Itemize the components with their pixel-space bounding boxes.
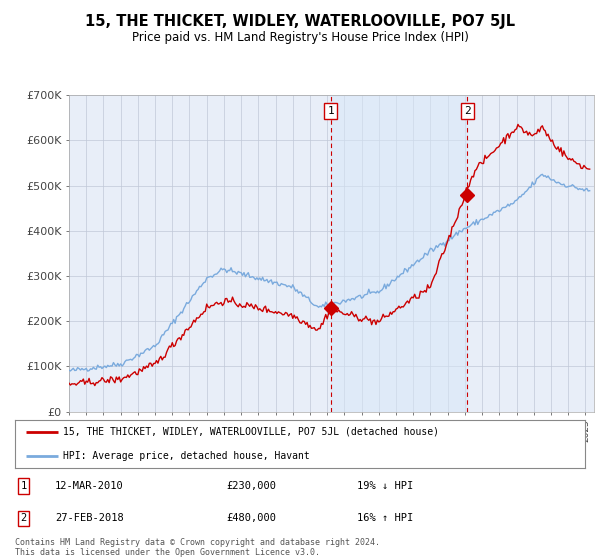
Text: HPI: Average price, detached house, Havant: HPI: Average price, detached house, Hava… bbox=[64, 451, 310, 461]
Text: 1: 1 bbox=[327, 106, 334, 116]
Text: 1: 1 bbox=[20, 481, 26, 491]
Text: 16% ↑ HPI: 16% ↑ HPI bbox=[357, 514, 413, 523]
Text: 27-FEB-2018: 27-FEB-2018 bbox=[55, 514, 124, 523]
Bar bbox=[331, 95, 467, 412]
Text: Contains HM Land Registry data © Crown copyright and database right 2024.
This d: Contains HM Land Registry data © Crown c… bbox=[15, 538, 380, 557]
Text: £480,000: £480,000 bbox=[226, 514, 276, 523]
Text: 15, THE THICKET, WIDLEY, WATERLOOVILLE, PO7 5JL (detached house): 15, THE THICKET, WIDLEY, WATERLOOVILLE, … bbox=[64, 427, 439, 437]
Text: 2: 2 bbox=[20, 514, 26, 523]
Text: 12-MAR-2010: 12-MAR-2010 bbox=[55, 481, 124, 491]
Text: 15, THE THICKET, WIDLEY, WATERLOOVILLE, PO7 5JL: 15, THE THICKET, WIDLEY, WATERLOOVILLE, … bbox=[85, 14, 515, 29]
Text: 19% ↓ HPI: 19% ↓ HPI bbox=[357, 481, 413, 491]
Text: 2: 2 bbox=[464, 106, 471, 116]
Text: Price paid vs. HM Land Registry's House Price Index (HPI): Price paid vs. HM Land Registry's House … bbox=[131, 31, 469, 44]
Text: £230,000: £230,000 bbox=[226, 481, 276, 491]
